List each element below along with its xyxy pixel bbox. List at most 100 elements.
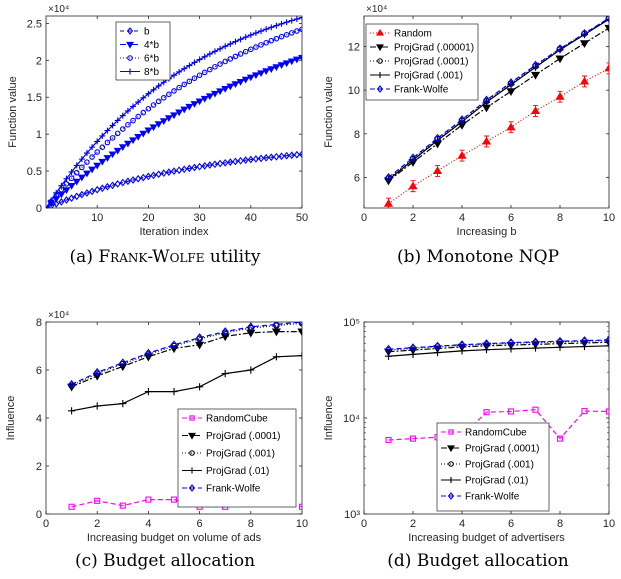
legend-box <box>436 422 550 512</box>
data-point <box>267 66 276 73</box>
x-tick-label: 10 <box>296 518 308 530</box>
x-tick-label: 50 <box>296 212 308 224</box>
data-point <box>506 88 516 96</box>
series-line-projgrad-00001- <box>388 27 609 182</box>
data-point <box>217 61 223 67</box>
data-point <box>154 121 163 129</box>
legend-marker <box>189 450 195 456</box>
data-point <box>580 336 589 346</box>
data-point <box>170 112 178 120</box>
data-point <box>232 38 239 45</box>
data-point <box>581 408 588 415</box>
y-axis-label: Function value <box>323 76 335 148</box>
y-multiplier: ×10⁴ <box>366 4 387 15</box>
legend-box <box>115 21 171 81</box>
data-point <box>433 133 442 143</box>
x-tick-label: 2 <box>410 518 416 530</box>
y-tick-label: 8 <box>36 317 42 329</box>
data-point <box>273 35 280 42</box>
x-tick-label: 4 <box>145 518 151 530</box>
data-point <box>409 343 417 353</box>
legend-label: b <box>144 27 150 38</box>
data-point <box>159 118 168 125</box>
data-point <box>206 161 213 169</box>
data-point <box>88 166 97 174</box>
legend: Random ProjGrad (.00001) ProjGrad (.0001) P… <box>365 23 479 101</box>
data-point <box>556 435 564 442</box>
data-point <box>176 166 183 175</box>
series-line-projgrad-0001- <box>388 341 609 353</box>
data-point <box>170 496 178 503</box>
data-point <box>104 127 111 134</box>
data-point <box>278 33 285 40</box>
x-axis-label: Increasing budget of advertisers <box>408 532 565 544</box>
data-point <box>385 436 392 444</box>
data-point <box>114 117 121 124</box>
legend-marker <box>126 27 134 35</box>
data-point <box>236 79 245 86</box>
data-point <box>253 44 259 50</box>
data-point <box>507 78 515 88</box>
data-point <box>200 95 209 103</box>
data-point <box>165 168 172 177</box>
y-tick-label: 6 <box>354 172 360 184</box>
x-tick-label: 0 <box>361 212 367 224</box>
data-point <box>176 84 182 91</box>
data-point <box>246 74 255 82</box>
y-tick-label: 6 <box>36 365 42 377</box>
data-point <box>196 72 203 79</box>
data-point <box>176 68 183 75</box>
data-point <box>195 98 204 106</box>
data-point <box>531 337 540 347</box>
data-point <box>232 157 239 166</box>
series-line-projgrad-0001- <box>71 331 302 388</box>
legend-label: 4*b <box>144 40 159 51</box>
data-point <box>135 99 142 106</box>
data-point <box>278 152 285 161</box>
data-point <box>144 388 152 396</box>
data-point <box>125 121 131 128</box>
y-tick-label: 2 <box>36 55 42 67</box>
data-point <box>532 406 539 413</box>
chart-panel-d: 0 2 4 6 8 10 10³ 10⁴ 10⁵ Increasing budget of adv… <box>323 317 615 571</box>
data-point <box>257 70 266 78</box>
x-tick-label: 10 <box>91 212 103 224</box>
data-point <box>150 86 157 93</box>
data-point <box>273 22 280 29</box>
data-point <box>579 40 590 48</box>
data-point <box>170 388 178 396</box>
data-point <box>164 115 173 122</box>
x-tick-label: 6 <box>508 518 514 530</box>
data-point <box>231 81 240 89</box>
legend-marker <box>189 467 195 474</box>
data-point <box>604 24 609 33</box>
data-point <box>140 109 147 116</box>
legend-label: Frank-Wolfe <box>394 85 449 96</box>
legend-box <box>177 408 297 508</box>
x-tick-label: 6 <box>508 212 514 224</box>
error-bar <box>386 197 391 208</box>
data-point <box>384 344 393 354</box>
data-point <box>242 34 249 41</box>
legend-marker <box>377 58 383 64</box>
data-point <box>93 162 102 170</box>
data-point <box>103 155 112 162</box>
data-point <box>482 95 491 105</box>
data-point <box>149 124 158 132</box>
legend-label: Frank-Wolfe <box>465 492 520 503</box>
data-point <box>232 53 239 60</box>
legend-label: ProjGrad (.001) <box>465 460 534 471</box>
data-point <box>84 159 90 165</box>
data-point <box>129 137 138 145</box>
series-layer <box>383 16 609 208</box>
error-bar <box>459 149 465 162</box>
caption-prefix: (a) <box>70 247 99 267</box>
data-point <box>120 126 126 132</box>
data-point <box>196 333 204 343</box>
data-point <box>94 149 100 155</box>
data-point <box>119 178 126 187</box>
data-point <box>241 76 250 84</box>
x-axis-label: Increasing budget on volume of ads <box>87 532 262 544</box>
data-point <box>68 503 75 510</box>
legend-marker <box>127 55 133 61</box>
